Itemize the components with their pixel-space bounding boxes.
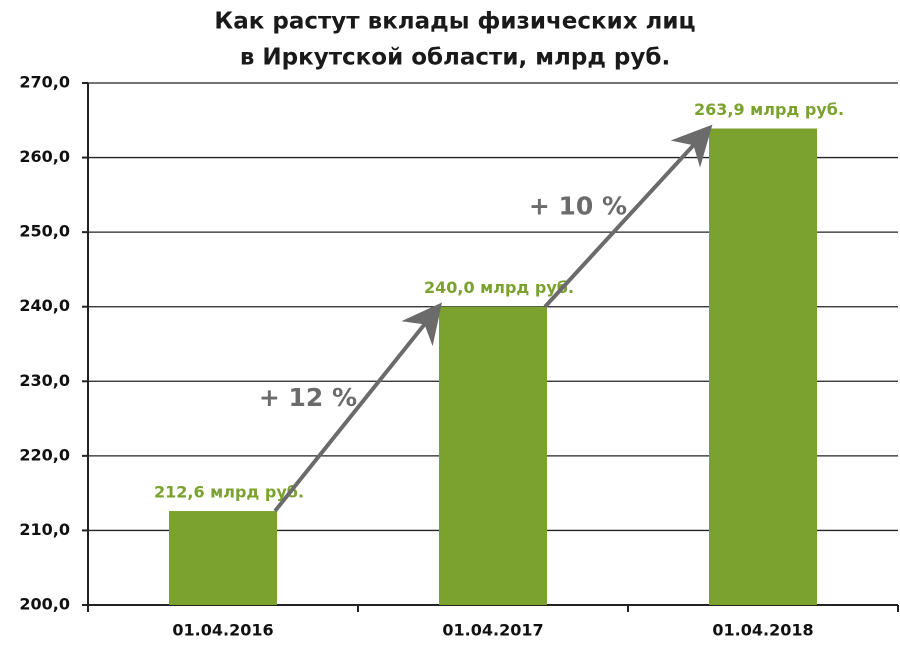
y-tick-label: 270,0 <box>19 73 70 92</box>
y-tick-label: 200,0 <box>19 595 70 614</box>
x-tick-label: 01.04.2018 <box>712 621 813 640</box>
growth-annotation: + 12 % <box>259 383 357 412</box>
value-label: 212,6 млрд руб. <box>154 483 304 502</box>
chart-title: в Иркутской области, млрд руб. <box>240 45 670 71</box>
growth-arrow <box>273 302 443 513</box>
value-label: 263,9 млрд руб. <box>694 100 844 119</box>
growth-arrow <box>543 124 713 309</box>
y-tick-label: 210,0 <box>19 520 70 539</box>
x-tick-label: 01.04.2016 <box>172 621 273 640</box>
x-tick-label: 01.04.2017 <box>442 621 543 640</box>
y-tick-label: 230,0 <box>19 371 70 390</box>
y-tick-label: 240,0 <box>19 296 70 315</box>
y-tick-label: 220,0 <box>19 445 70 464</box>
chart-title: Как растут вклады физических лиц <box>214 9 695 35</box>
value-label: 240,0 млрд руб. <box>424 278 574 297</box>
bar <box>169 511 277 605</box>
growth-annotation: + 10 % <box>529 192 627 221</box>
y-tick-label: 260,0 <box>19 147 70 166</box>
bar <box>439 306 547 605</box>
y-tick-label: 250,0 <box>19 222 70 241</box>
bar <box>709 128 817 605</box>
